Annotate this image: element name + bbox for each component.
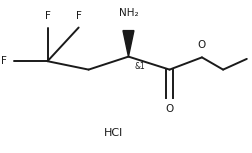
Text: &1: &1: [134, 62, 145, 71]
Text: F: F: [75, 11, 81, 21]
Text: HCl: HCl: [104, 128, 123, 138]
Text: F: F: [44, 11, 50, 21]
Text: O: O: [197, 40, 205, 50]
Text: O: O: [165, 104, 173, 114]
Text: F: F: [1, 56, 6, 66]
Polygon shape: [122, 31, 133, 57]
Text: NH₂: NH₂: [118, 8, 138, 18]
